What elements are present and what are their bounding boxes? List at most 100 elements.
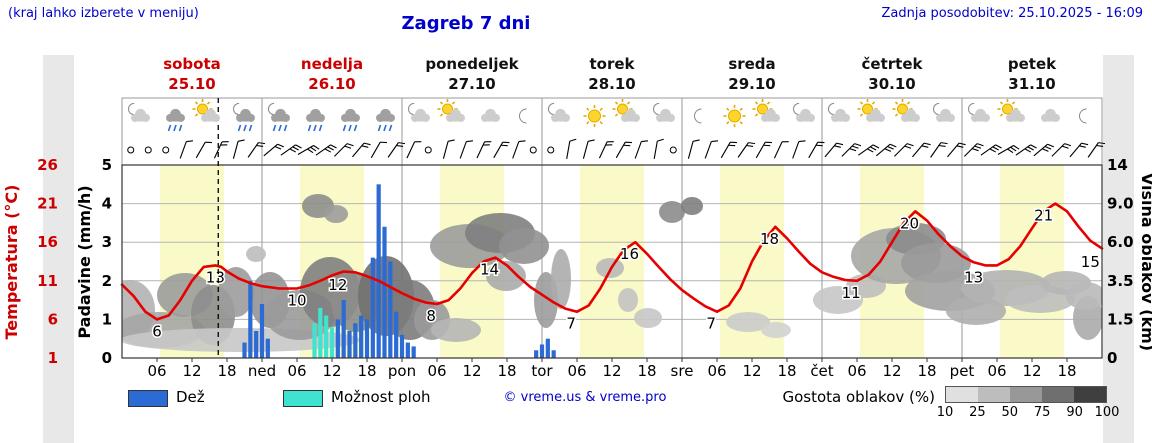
rain-bar xyxy=(394,311,399,358)
x-tick-label: 06 xyxy=(707,362,726,380)
x-tick-label: čet xyxy=(810,362,833,380)
moon-cloud-icon xyxy=(828,102,850,122)
wind-barb-icon xyxy=(280,144,302,156)
temp-value-label: 7 xyxy=(566,315,576,333)
day-date: 30.10 xyxy=(868,75,915,93)
x-tick-label: 12 xyxy=(322,362,341,380)
rain-legend-swatch xyxy=(128,390,168,407)
wind-barb-icon xyxy=(980,144,1002,156)
moon-cloud-icon xyxy=(968,102,990,122)
day-date: 31.10 xyxy=(1008,75,1055,93)
wind-calm-icon xyxy=(529,146,537,154)
weather-icons-row xyxy=(128,99,1087,132)
precip-tick-label: 2 xyxy=(102,272,112,290)
scale-100: 100 xyxy=(1094,405,1120,420)
precip-tick-label: 3 xyxy=(102,233,112,251)
rain-icon xyxy=(166,108,185,132)
day-name: petek xyxy=(1008,55,1057,73)
wind-barb-icon xyxy=(370,141,387,159)
rain-bar xyxy=(254,330,259,358)
scale-25: 25 xyxy=(969,405,986,420)
precip-axis-title: Padavine (mm/h) xyxy=(75,185,94,338)
sun-cloud-icon xyxy=(192,99,220,122)
sun-cloud-icon xyxy=(892,99,920,122)
moon-cloud-icon xyxy=(933,102,955,122)
temp-value-label: 18 xyxy=(760,230,779,248)
wind-barb-icon xyxy=(387,142,406,158)
x-tick-label: 18 xyxy=(637,362,656,380)
moon-cloud-icon xyxy=(128,102,150,122)
wind-barb-icon xyxy=(792,140,806,159)
moon-cloud-icon xyxy=(793,102,815,122)
right-margin-strip xyxy=(1103,55,1134,443)
day-name: ponedeljek xyxy=(425,55,519,73)
x-tick-label: pet xyxy=(950,362,975,380)
sun-cloud-icon xyxy=(752,99,780,122)
shower-bar xyxy=(324,315,329,358)
rain-legend-label: Dež xyxy=(176,388,205,406)
wind-barb-icon xyxy=(1015,144,1037,156)
wind-calm-icon xyxy=(547,146,555,154)
temp-value-label: 7 xyxy=(706,315,716,333)
copyright-link[interactable]: © vreme.us & vreme.pro xyxy=(503,390,667,405)
rain-bar xyxy=(539,344,545,358)
cloud-blob xyxy=(681,197,703,215)
y-axis-right: 14 9.0 6.0 3.5 1.5 0 xyxy=(1107,156,1134,367)
temp-value-label: 11 xyxy=(842,284,861,302)
rain-bar xyxy=(265,338,270,358)
rain-bar xyxy=(335,319,340,358)
scale-10: 10 xyxy=(936,405,954,420)
day-name: sobota xyxy=(163,55,221,73)
wind-barb-icon xyxy=(566,138,577,159)
x-tick-label: 12 xyxy=(882,362,901,380)
cloud-blob xyxy=(726,312,770,332)
x-tick-label: ned xyxy=(248,362,276,380)
moon-rain-icon xyxy=(268,102,290,132)
cloud-density-gradient-bar xyxy=(945,386,1107,403)
day-name: nedelja xyxy=(301,55,363,73)
wind-calm-icon xyxy=(162,146,170,154)
scale-90: 90 xyxy=(1066,405,1083,420)
rain-bar xyxy=(370,257,375,358)
cloud-blob xyxy=(634,308,662,328)
cloud-blob xyxy=(431,318,481,342)
wind-barbs-row xyxy=(127,138,1106,159)
moon-icon xyxy=(694,108,702,124)
cloud-blob xyxy=(324,205,348,223)
menu-hint-text: (kraj lahko izberete v meniju) xyxy=(8,6,199,21)
wind-barb-icon xyxy=(315,144,337,156)
cloud-blob xyxy=(499,228,549,264)
day-date: 26.10 xyxy=(308,75,355,93)
x-tick-label: 18 xyxy=(777,362,796,380)
x-tick-label: 18 xyxy=(217,362,236,380)
moon-cloud-icon xyxy=(548,102,570,122)
sun-icon xyxy=(723,105,746,127)
temperature-line xyxy=(120,202,1104,321)
precip-tick-label: 0 xyxy=(102,349,112,367)
wind-calm-icon xyxy=(424,146,432,154)
wind-barb-icon xyxy=(773,141,789,159)
wind-barb-icon xyxy=(737,142,756,158)
wind-barb-icon xyxy=(582,139,595,159)
scale-50: 50 xyxy=(1001,405,1019,420)
rain-bar xyxy=(259,303,265,358)
wind-barb-icon xyxy=(352,142,371,158)
x-tick-label: sre xyxy=(671,362,694,380)
wind-barb-icon xyxy=(1069,142,1089,158)
x-tick-label: 18 xyxy=(917,362,936,380)
wind-barb-icon xyxy=(841,143,862,157)
shower-legend-label: Možnost ploh xyxy=(331,388,431,406)
wind-barb-icon xyxy=(247,142,266,158)
rain-bar xyxy=(411,346,416,358)
cloud-blob xyxy=(618,288,638,312)
wind-barb-icon xyxy=(876,143,897,157)
wind-barb-icon xyxy=(755,141,772,159)
cloud-blob xyxy=(246,246,266,262)
temp-tick-label: 26 xyxy=(37,156,58,174)
temp-value-label: 15 xyxy=(1081,253,1100,271)
axis-titles: Temperatura (°C) Padavine (mm/h) Višina ob… xyxy=(2,173,1152,351)
day-name: četrtek xyxy=(862,55,924,73)
x-tick-label: 12 xyxy=(182,362,201,380)
temp-value-label: 21 xyxy=(1034,207,1053,225)
